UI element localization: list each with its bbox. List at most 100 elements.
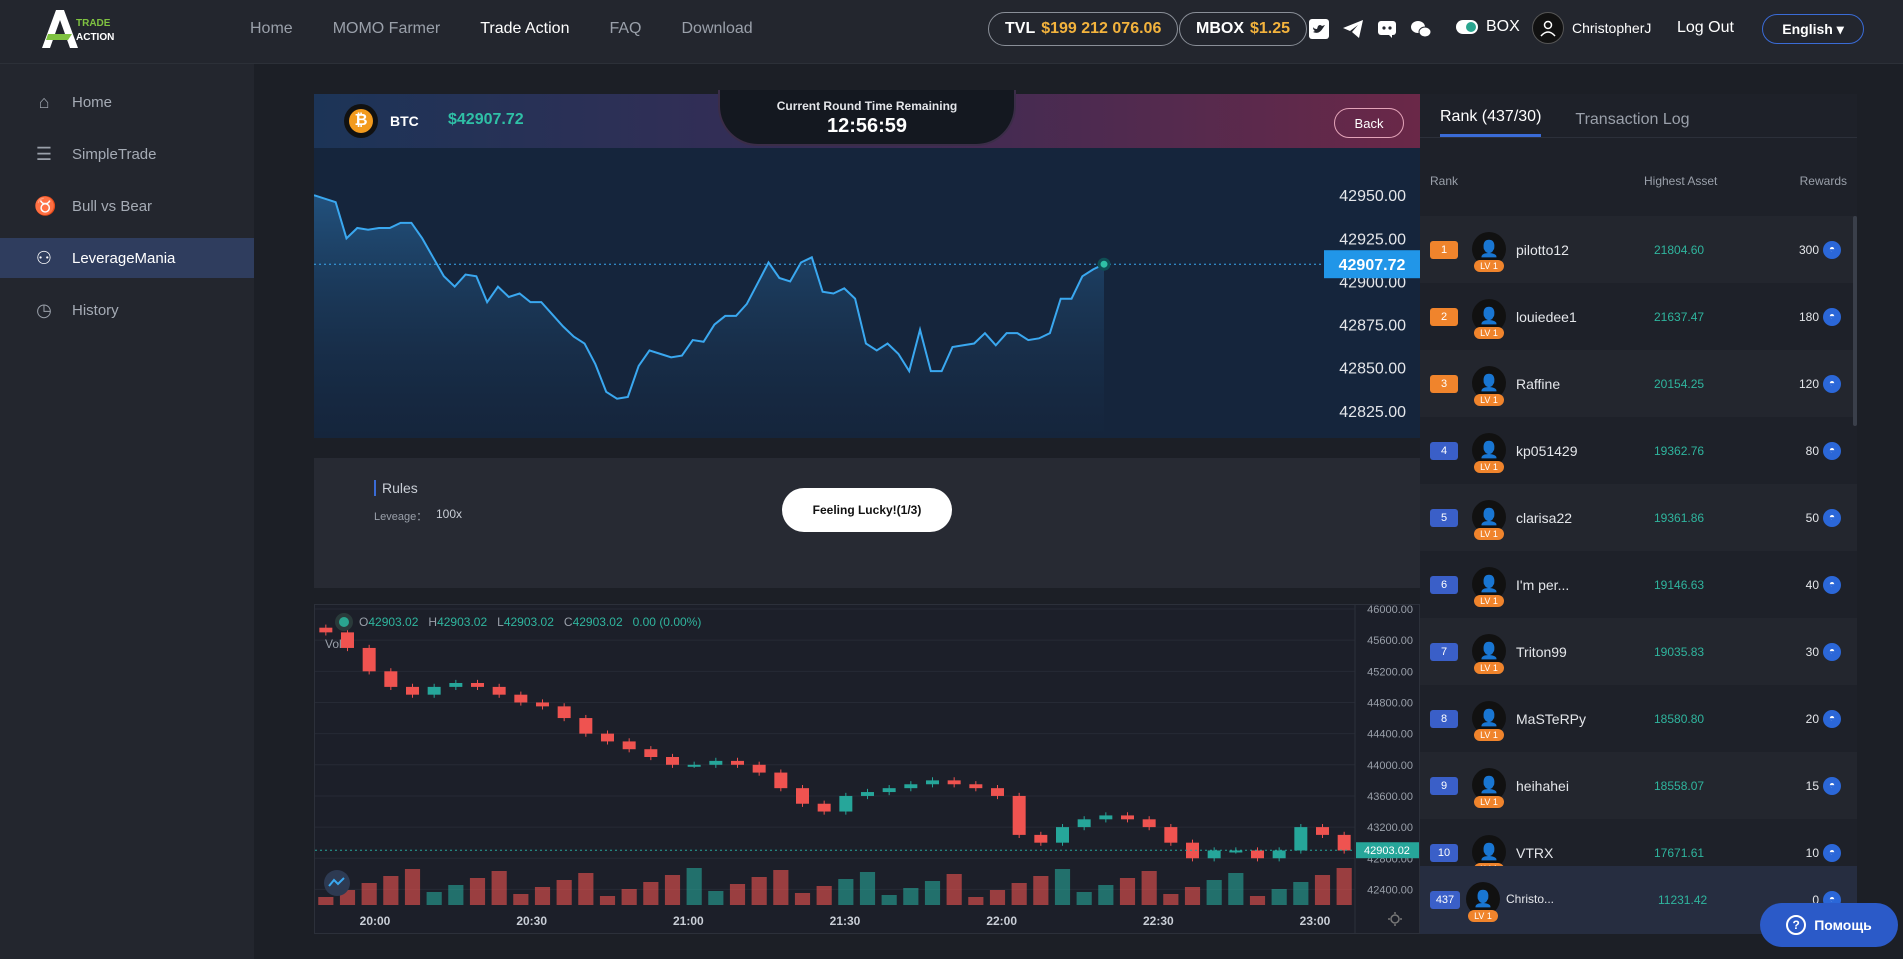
user-menu[interactable]: ChristopherJ [1532, 12, 1651, 44]
candle-body [796, 788, 809, 804]
candle-body [406, 686, 419, 695]
player-name: louiedee1 [1516, 309, 1577, 325]
player-name: pilotto12 [1516, 242, 1569, 258]
volume-bar [881, 895, 897, 905]
nav-faq[interactable]: FAQ [609, 20, 642, 37]
sidebar-item-home[interactable]: ⌂ Home [0, 82, 254, 122]
candle-body [839, 795, 853, 812]
y-tick-label: 42875.00 [1339, 318, 1406, 335]
tradingview-logo-icon[interactable] [323, 869, 351, 897]
player-name: VTRX [1516, 845, 1554, 861]
candle-body [1012, 795, 1026, 835]
volume-bar [838, 879, 854, 905]
candle-body [1121, 815, 1134, 820]
candle-body [1251, 850, 1264, 859]
language-select[interactable]: English ▾ [1762, 14, 1864, 44]
y-tick-label: 45600.00 [1367, 635, 1413, 647]
nav-home[interactable]: Home [250, 20, 293, 37]
volume-bar [513, 894, 529, 905]
line-chart-svg: 42950.00 42925.00 42900.00 42875.00 42850.00… [313, 188, 1420, 438]
player-reward: 50 ◓ [1806, 509, 1841, 527]
rank-badge: 3 [1430, 375, 1458, 393]
candle-body [1034, 834, 1048, 843]
player-name: MaSTeRPy [1516, 711, 1587, 727]
ohlc-legend: O42903.02 H42903.02 L42903.02 C42903.02 … [339, 615, 701, 629]
sidebar-item-bull-vs-bear[interactable]: ♉ Bull vs Bear [0, 186, 254, 226]
leaderboard-row: 8 👤 LV 1 MaSTeRPy 18580.80 20 ◓ [1420, 685, 1857, 752]
wechat-icon[interactable] [1409, 17, 1433, 41]
toggle-switch-icon[interactable] [1456, 20, 1478, 34]
price-line [313, 194, 1105, 400]
volume-bar [686, 868, 702, 905]
coin-price: $42907.72 [448, 111, 524, 128]
volume-bar [534, 887, 551, 905]
volume-bar [318, 897, 334, 905]
leverage-value: 100x [436, 507, 463, 521]
candle-body [1164, 827, 1178, 843]
rules-panel: Rules Leveage： 100x Feeling Lucky!(1/3) [314, 458, 1420, 588]
telegram-icon[interactable] [1341, 17, 1365, 41]
volume-bar [1314, 875, 1331, 905]
ohlc-change: 0.00 (0.00%) [632, 615, 702, 629]
btc-coin-icon: ₿ [344, 104, 378, 138]
candle-body [666, 757, 679, 765]
sidebar-item-history[interactable]: ◷ History [0, 290, 254, 330]
reward-coin-icon: ◓ [1823, 375, 1841, 393]
player-reward: 180 ◓ [1799, 308, 1841, 326]
leaderboard-row: 9 👤 LV 1 heihahei 18558.07 15 ◓ [1420, 752, 1857, 819]
back-button[interactable]: Back [1334, 108, 1404, 138]
rank-badge: 9 [1430, 777, 1458, 795]
volume-bar [1033, 876, 1049, 905]
volume-bar [599, 896, 616, 905]
my-asset: 11231.42 [1658, 893, 1708, 907]
reward-coin-icon: ◓ [1823, 308, 1841, 326]
line-chart-area [314, 195, 1104, 438]
feeling-lucky-button[interactable]: Feeling Lucky!(1/3) [782, 488, 952, 532]
series-dot-icon[interactable] [339, 617, 349, 627]
nav-momo-farmer[interactable]: MOMO Farmer [332, 20, 441, 37]
reward-coin-icon: ◓ [1823, 241, 1841, 259]
y-tick-label: 42950.00 [1339, 188, 1406, 205]
logo-text-top: TRADE [76, 18, 111, 29]
candle-body [969, 784, 983, 789]
player-asset: 20154.25 [1654, 377, 1705, 391]
box-toggle[interactable]: BOX [1456, 18, 1520, 36]
sidebar: ⌂ Home ☰ SimpleTrade ♉ Bull vs Bear ⚇ Le… [0, 64, 254, 959]
tab-rank[interactable]: Rank (437/30) [1440, 108, 1542, 137]
settings-gear-icon[interactable] [1387, 911, 1403, 927]
leaderboard-scrollbar[interactable] [1853, 216, 1857, 426]
candlestick-chart[interactable]: 46000.00 45600.00 45200.00 44800.00 44400.00… [314, 604, 1420, 934]
sidebar-item-simpletrade[interactable]: ☰ SimpleTrade [0, 134, 254, 174]
sidebar-item-leveragemania[interactable]: ⚇ LeverageMania [0, 238, 254, 278]
candle-body [1056, 827, 1069, 843]
leaderboard-row: 3 👤 LV 1 Raffine 20154.25 120 ◓ [1420, 350, 1857, 417]
candle-body [1229, 850, 1243, 853]
twitter-icon[interactable] [1307, 17, 1331, 41]
level-badge: LV 1 [1474, 528, 1504, 540]
player-reward: 30 ◓ [1806, 643, 1841, 661]
trade-action-logo[interactable]: TRADE ACTION [38, 8, 138, 50]
leaderboard-panel: Rank (437/30) Transaction Log Rank Highe… [1420, 94, 1857, 934]
nav-trade-action[interactable]: Trade Action [480, 20, 570, 37]
col-rewards: Rewards [1799, 174, 1847, 188]
player-name: I'm per... [1516, 577, 1570, 593]
round-timer-label: Current Round Time Remaining [776, 99, 958, 113]
candle-body [1077, 819, 1091, 828]
price-line-chart[interactable]: 42950.00 42925.00 42900.00 42875.00 42850.00… [313, 148, 1420, 438]
help-button[interactable]: ? Помощь [1760, 903, 1898, 947]
user-avatar[interactable] [1532, 12, 1564, 44]
tvl-pill: TVL $199 212 076.06 [988, 12, 1179, 46]
nav-download[interactable]: Download [681, 20, 753, 37]
player-asset: 17671.61 [1654, 846, 1705, 860]
discord-icon[interactable] [1375, 17, 1399, 41]
tab-transaction-log[interactable]: Transaction Log [1575, 111, 1690, 128]
level-badge: LV 1 [1474, 729, 1504, 741]
logout-link[interactable]: Log Out [1677, 19, 1734, 36]
rank-badge: 7 [1430, 643, 1458, 661]
y-tick-label: 46000.00 [1367, 605, 1413, 616]
reward-coin-icon: ◓ [1823, 509, 1841, 527]
round-timer-value: 12:56:59 [826, 115, 908, 137]
col-highest-asset: Highest Asset [1644, 174, 1718, 188]
candle-body [1186, 842, 1199, 859]
candle-body [622, 741, 636, 750]
